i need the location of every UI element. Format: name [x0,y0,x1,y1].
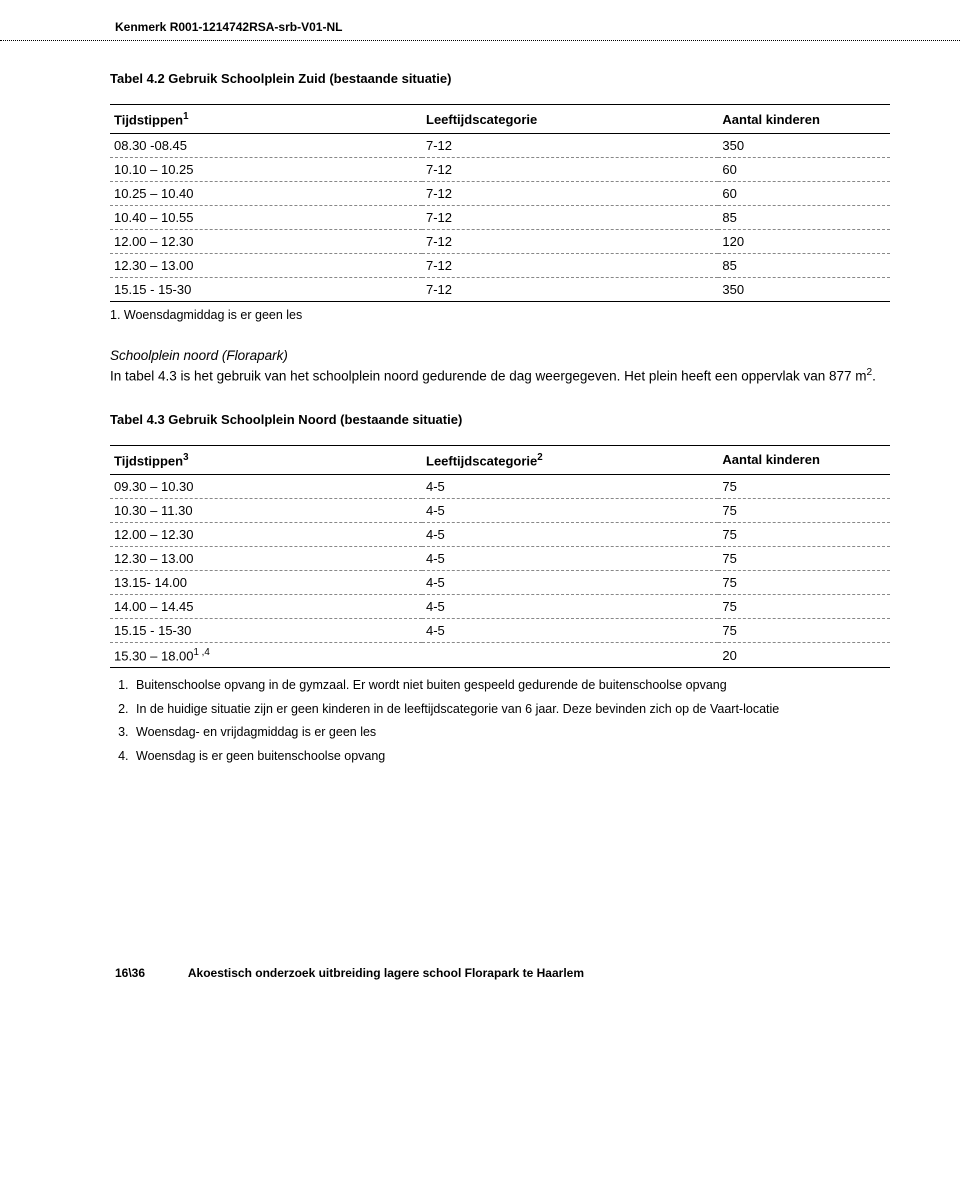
table-cell: 75 [718,523,890,547]
table-cell: 75 [718,547,890,571]
page-footer: 16\36 Akoestisch onderzoek uitbreiding l… [110,966,890,980]
table-row: 15.15 - 15-307-12350 [110,278,890,302]
footnote-item: Buitenschoolse opvang in de gymzaal. Er … [132,676,890,695]
table-cell: 15.15 - 15-30 [110,619,422,643]
table-4-3-title: Tabel 4.3 Gebruik Schoolplein Noord (bes… [110,412,890,427]
table-row: 10.40 – 10.557-1285 [110,206,890,230]
table-cell: 10.10 – 10.25 [110,158,422,182]
table-row: 12.00 – 12.304-575 [110,523,890,547]
col-aantal: Aantal kinderen [718,105,890,134]
table-cell: 15.30 – 18.001 ,4 [110,643,422,668]
table-row: 13.15- 14.004-575 [110,571,890,595]
table-row: 15.15 - 15-304-575 [110,619,890,643]
col-aantal: Aantal kinderen [718,445,890,474]
table-cell [422,643,718,668]
table-cell: 7-12 [422,278,718,302]
table-cell: 7-12 [422,158,718,182]
table-cell: 7-12 [422,254,718,278]
table-4-2: Tijdstippen1 Leeftijdscategorie Aantal k… [110,104,890,302]
header-divider [0,40,960,41]
footer-title: Akoestisch onderzoek uitbreiding lagere … [188,966,584,980]
table-cell: 75 [718,499,890,523]
table-cell: 120 [718,230,890,254]
table-cell: 85 [718,254,890,278]
section-heading-noord: Schoolplein noord (Florapark) [110,348,890,363]
table-4-3: Tijdstippen3 Leeftijdscategorie2 Aantal … [110,445,890,669]
table-row: 15.30 – 18.001 ,4 20 [110,643,890,668]
table-cell: 4-5 [422,619,718,643]
table-cell: 15.15 - 15-30 [110,278,422,302]
footnote-item: Woensdag- en vrijdagmiddag is er geen le… [132,723,890,742]
footnote-item: In de huidige situatie zijn er geen kind… [132,700,890,719]
table-cell: 09.30 – 10.30 [110,475,422,499]
table-4-2-footnote: 1. Woensdagmiddag is er geen les [110,308,890,322]
table-cell: 4-5 [422,475,718,499]
table-cell: 4-5 [422,523,718,547]
table-cell: 12.30 – 13.00 [110,547,422,571]
table-cell: 60 [718,158,890,182]
table-cell: 85 [718,206,890,230]
table-row: 10.30 – 11.304-575 [110,499,890,523]
table-cell: 4-5 [422,547,718,571]
table-4-3-notes: Buitenschoolse opvang in de gymzaal. Er … [110,676,890,766]
col-leeftijd: Leeftijdscategorie [422,105,718,134]
table-cell: 75 [718,619,890,643]
col-tijdstippen: Tijdstippen1 [110,105,422,134]
table-row: 10.25 – 10.407-1260 [110,182,890,206]
table-cell: 7-12 [422,230,718,254]
document-reference: Kenmerk R001-1214742RSA-srb-V01-NL [110,20,890,34]
table-cell: 12.00 – 12.30 [110,230,422,254]
table-cell: 4-5 [422,499,718,523]
table-cell: 7-12 [422,206,718,230]
table-cell: 12.00 – 12.30 [110,523,422,547]
table-row: 12.30 – 13.004-575 [110,547,890,571]
table-cell: 7-12 [422,134,718,158]
table-row: 10.10 – 10.257-1260 [110,158,890,182]
table-cell: 350 [718,278,890,302]
table-cell: 60 [718,182,890,206]
table-cell: 14.00 – 14.45 [110,595,422,619]
table-cell: 10.25 – 10.40 [110,182,422,206]
table-4-2-title: Tabel 4.2 Gebruik Schoolplein Zuid (best… [110,71,890,86]
table-cell: 12.30 – 13.00 [110,254,422,278]
table-row: 14.00 – 14.454-575 [110,595,890,619]
table-cell: 4-5 [422,571,718,595]
table-cell: 350 [718,134,890,158]
table-cell: 13.15- 14.00 [110,571,422,595]
table-row: 08.30 -08.457-12350 [110,134,890,158]
table-cell: 10.30 – 11.30 [110,499,422,523]
table-row: 12.30 – 13.007-1285 [110,254,890,278]
table-row: 12.00 – 12.307-12120 [110,230,890,254]
section-paragraph-noord: In tabel 4.3 is het gebruik van het scho… [110,365,890,387]
col-tijdstippen: Tijdstippen3 [110,445,422,474]
col-leeftijd: Leeftijdscategorie2 [422,445,718,474]
table-cell: 75 [718,571,890,595]
page-number: 16\36 [115,966,185,980]
footnote-item: Woensdag is er geen buitenschoolse opvan… [132,747,890,766]
table-cell: 4-5 [422,595,718,619]
table-cell: 75 [718,595,890,619]
table-cell: 08.30 -08.45 [110,134,422,158]
table-row: 09.30 – 10.304-575 [110,475,890,499]
table-cell: 20 [718,643,890,668]
table-cell: 7-12 [422,182,718,206]
table-cell: 75 [718,475,890,499]
table-cell: 10.40 – 10.55 [110,206,422,230]
